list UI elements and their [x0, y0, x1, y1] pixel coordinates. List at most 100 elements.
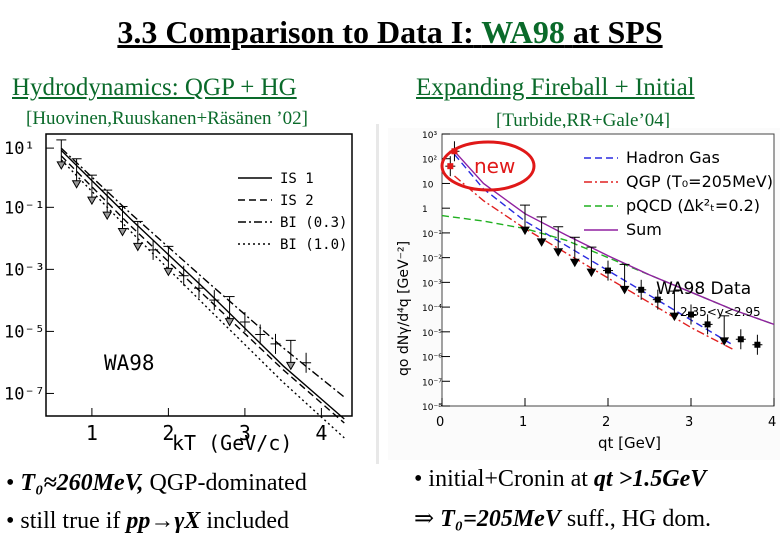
left-chart: 1 2 3 4 10¹ 10⁻¹ 10⁻³ 10⁻⁵ 10⁻⁷ IS 1 IS 2 BI (0.3)… — [0, 128, 358, 460]
upper-limit-arrow — [719, 337, 730, 346]
y-tick-label: 10⁻⁶ — [422, 354, 442, 364]
y-tick-label: 10⁻³ — [4, 260, 45, 280]
upper-limit-arrow — [102, 211, 113, 221]
upper-limit-arrow — [586, 268, 597, 278]
bullet-math: T₀=205MeV — [440, 506, 561, 532]
y-tick-label: 10² — [422, 156, 437, 166]
data-marker — [754, 341, 761, 348]
legend-label: pQCD (Δk²ₜ=0.2) — [626, 196, 760, 215]
x-tick-label: 3 — [685, 415, 693, 430]
title-suffix: at SPS — [572, 14, 663, 50]
bullet-symbol: • — [414, 466, 423, 492]
left-annotation: WA98 — [104, 351, 155, 375]
x-tick-label: 1 — [519, 415, 527, 430]
legend-label: IS 2 — [280, 193, 314, 209]
legend-label: Sum — [626, 220, 662, 239]
series-line-sum — [453, 150, 775, 326]
data-marker — [447, 163, 454, 170]
new-callout-ring — [440, 140, 536, 192]
upper-limit-arrow — [71, 180, 82, 189]
legend-label: BI (1.0) — [280, 237, 347, 253]
y-tick-label: 10⁻³ — [422, 279, 442, 289]
left-bullet-1: • T₀≈260MeV, QGP-dominated — [6, 470, 307, 497]
left-plot-frame — [45, 133, 353, 417]
y-tick-label: 10⁻⁷ — [4, 384, 45, 404]
data-marker — [654, 296, 661, 303]
right-heading: Expanding Fireball + Initial — [416, 74, 695, 101]
data-marker — [688, 311, 694, 318]
legend-label: BI (0.3) — [280, 215, 347, 231]
upper-limit-arrow — [520, 226, 530, 236]
y-tick-label: 10⁻⁴ — [422, 304, 442, 314]
bullet-math: pp→γX — [126, 508, 201, 534]
upper-limit-arrow — [132, 242, 143, 252]
y-tick-label: 10⁻⁵ — [4, 322, 45, 342]
y-tick-label: 10⁻¹ — [422, 230, 442, 240]
left-heading: Hydrodynamics: QGP + HG — [12, 74, 297, 101]
bullet-tail: included — [206, 508, 290, 534]
title-highlight: WA98 — [481, 14, 565, 50]
y-tick-label: 1 — [422, 205, 428, 215]
series-line-hadron-gas — [453, 153, 733, 346]
y-tick-label: 10⁻¹ — [4, 198, 45, 218]
bullet-text: initial+Cronin at — [428, 466, 588, 492]
upper-limit-arrow — [224, 318, 235, 327]
x-tick-label: 3 — [239, 421, 251, 445]
legend-label: IS 1 — [280, 171, 314, 187]
left-bullet-2: • still true if pp→γX included — [6, 508, 289, 535]
bullet-text: suff., HG dom. — [566, 506, 712, 532]
data-marker — [737, 336, 744, 343]
upper-limit-arrow — [619, 285, 630, 295]
right-y-label: qo dNγ/d⁴q [GeV⁻²] — [396, 241, 412, 376]
slide-title: 3.3 Comparison to Data I: WA98 at SPS — [0, 14, 780, 51]
x-tick-label: 2 — [162, 421, 174, 445]
series-line-qgp-t-205mev- — [454, 175, 733, 350]
right-annotation: WA98 Data — [656, 279, 751, 299]
upper-limit-arrow — [117, 227, 128, 237]
upper-limit-arrow — [285, 361, 296, 371]
left-x-label: kT (GeV/c) — [172, 431, 292, 455]
y-tick-label: 10⁻⁵ — [422, 329, 442, 339]
upper-limit-arrow — [56, 161, 67, 170]
right-chart: 0 1 2 3 4 10³ 10² 10 1 10⁻¹ 10⁻² 10⁻³ 10⁻⁴ 10⁻⁵ 10⁻⁶ 10… — [388, 128, 780, 460]
upper-limit-arrow — [163, 267, 174, 277]
data-marker — [605, 267, 611, 274]
bullet-symbol: • — [6, 508, 15, 534]
right-annotation-range: 2.35<y<2.95 — [680, 305, 761, 319]
y-tick-label: 10⁻⁷ — [422, 378, 442, 388]
series-line-is-1 — [60, 149, 345, 420]
upper-limit-arrow — [553, 248, 564, 257]
upper-limit-arrow — [536, 238, 547, 247]
right-reference: [Turbide,RR+Gale’04] — [496, 110, 671, 131]
bullet-text: still true if — [20, 508, 121, 534]
data-marker — [638, 286, 645, 293]
column-divider — [376, 124, 379, 464]
x-tick-label: 4 — [768, 415, 776, 430]
series-line-is-2 — [60, 155, 345, 424]
y-tick-label: 10 — [422, 180, 434, 190]
x-tick-label: 2 — [602, 415, 610, 430]
upper-limit-arrow — [669, 312, 680, 322]
x-tick-label: 1 — [86, 421, 98, 445]
bullet-math: qt >1.5GeV — [593, 466, 707, 492]
right-chart-svg: 0 1 2 3 4 10³ 10² 10 1 10⁻¹ 10⁻² 10⁻³ 10⁻⁴ 10⁻⁵ 10⁻⁶ 10… — [396, 131, 776, 452]
data-marker — [704, 321, 711, 328]
x-tick-label: 0 — [436, 415, 444, 430]
bullet-text: QGP-dominated — [149, 470, 307, 496]
bullet-symbol: • — [6, 470, 15, 496]
left-reference: [Huovinen,Ruuskanen+Räsänen ’02] — [26, 108, 308, 129]
y-tick-label: 10⁻⁸ — [422, 403, 442, 413]
new-callout-label: new — [474, 154, 515, 178]
right-x-label: qt [GeV] — [598, 434, 661, 452]
bullet-math: T₀≈260MeV, — [20, 470, 144, 496]
right-bullet-2: ⇒ T₀=205MeV suff., HG dom. — [414, 504, 711, 533]
upper-limit-arrow — [87, 196, 97, 206]
x-tick-label: 4 — [315, 421, 327, 445]
bullet-symbol: ⇒ — [414, 506, 435, 532]
legend-label: QGP (T₀=205MeV) — [626, 172, 773, 191]
y-tick-label: 10¹ — [4, 139, 35, 159]
right-bullet-1: • initial+Cronin at qt >1.5GeV — [414, 466, 706, 493]
series-line-bi-0-3- — [60, 147, 345, 398]
legend-label: Hadron Gas — [626, 148, 720, 167]
upper-limit-arrow — [569, 258, 580, 268]
